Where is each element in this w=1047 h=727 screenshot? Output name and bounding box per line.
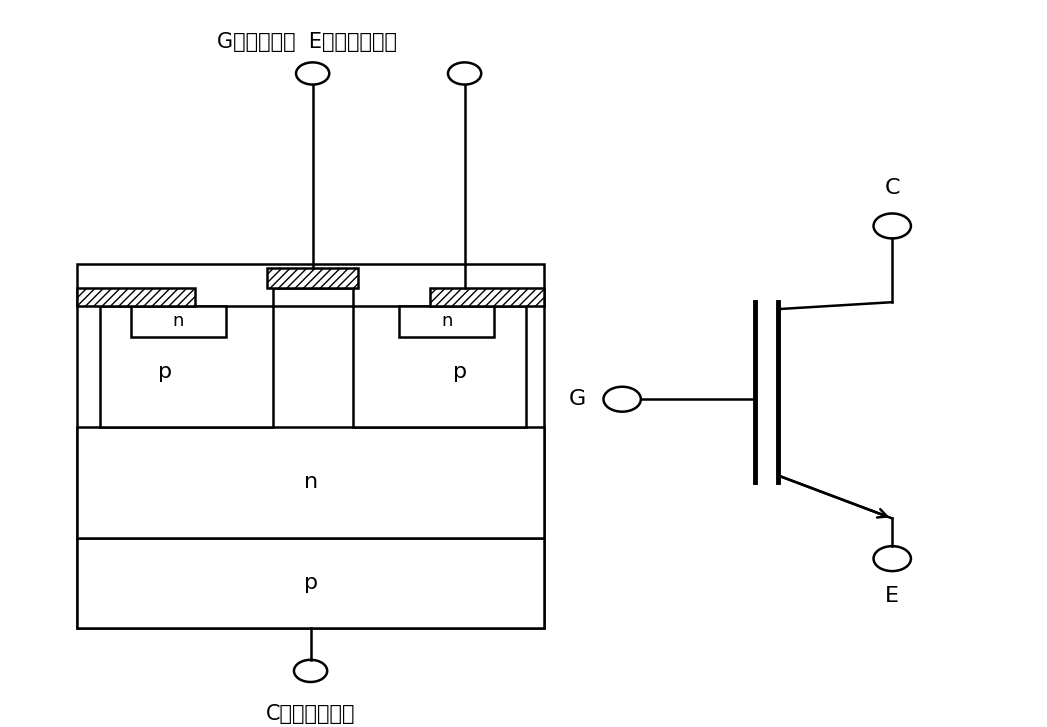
- Text: C（コレクタ）: C（コレクタ）: [266, 704, 355, 724]
- Text: C: C: [885, 178, 900, 198]
- Text: n: n: [173, 312, 184, 330]
- Text: G（ゲート）  E（エミッタ）: G（ゲート） E（エミッタ）: [218, 32, 398, 52]
- Text: G: G: [569, 389, 586, 409]
- Bar: [267, 268, 358, 289]
- Bar: [76, 289, 195, 305]
- Bar: [430, 289, 544, 305]
- Bar: [272, 289, 353, 305]
- Text: n: n: [304, 473, 317, 492]
- Bar: [99, 305, 272, 427]
- Text: p: p: [304, 573, 317, 593]
- Bar: [76, 427, 544, 538]
- Text: p: p: [158, 362, 173, 382]
- Bar: [353, 305, 526, 427]
- Bar: [399, 305, 494, 337]
- Bar: [76, 538, 544, 628]
- Bar: [76, 264, 544, 628]
- Bar: [131, 305, 226, 337]
- Text: p: p: [452, 362, 467, 382]
- Text: E: E: [885, 587, 899, 606]
- Text: n: n: [441, 312, 452, 330]
